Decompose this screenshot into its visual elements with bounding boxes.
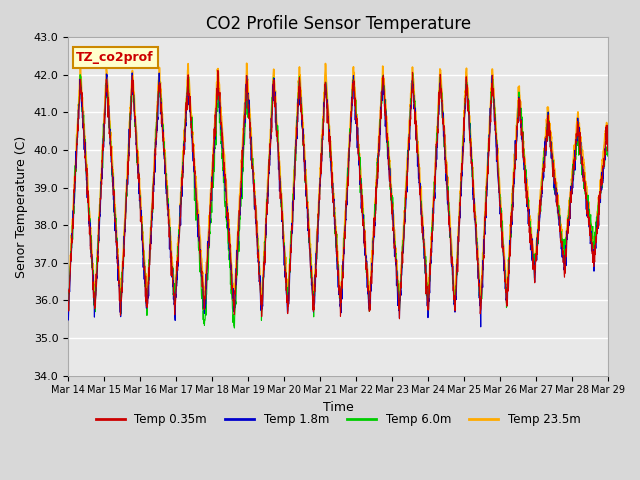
Temp 0.35m xyxy=(215,93,223,98)
Temp 23.5m xyxy=(366,292,374,298)
Temp 0.35m xyxy=(365,308,373,313)
Temp 6.0m xyxy=(215,104,223,109)
Text: TZ_co2prof: TZ_co2prof xyxy=(76,51,154,64)
Temp 0.35m xyxy=(557,230,564,236)
Temp 23.5m xyxy=(243,60,250,66)
Temp 1.8m xyxy=(477,324,484,330)
Temp 6.0m xyxy=(495,187,503,193)
Temp 0.35m xyxy=(214,68,222,73)
Y-axis label: Senor Temperature (C): Senor Temperature (C) xyxy=(15,135,28,277)
Line: Temp 1.8m: Temp 1.8m xyxy=(68,73,608,327)
Temp 1.8m xyxy=(129,70,136,76)
Legend: Temp 0.35m, Temp 1.8m, Temp 6.0m, Temp 23.5m: Temp 0.35m, Temp 1.8m, Temp 6.0m, Temp 2… xyxy=(91,408,586,431)
Temp 6.0m xyxy=(64,309,72,314)
Temp 23.5m xyxy=(604,128,612,134)
Temp 23.5m xyxy=(64,298,72,303)
Temp 0.35m xyxy=(604,141,612,146)
Temp 1.8m xyxy=(495,189,503,195)
Temp 23.5m xyxy=(572,133,580,139)
Temp 23.5m xyxy=(215,81,223,86)
Temp 1.8m xyxy=(64,306,72,312)
Temp 6.0m xyxy=(354,144,362,150)
Temp 23.5m xyxy=(200,302,208,308)
Temp 1.8m xyxy=(557,239,564,245)
Line: Temp 23.5m: Temp 23.5m xyxy=(68,63,608,305)
Temp 1.8m xyxy=(604,149,612,155)
Temp 0.35m xyxy=(354,132,362,138)
Temp 0.35m xyxy=(572,138,580,144)
Title: CO2 Profile Sensor Temperature: CO2 Profile Sensor Temperature xyxy=(205,15,470,33)
X-axis label: Time: Time xyxy=(323,401,353,414)
Temp 23.5m xyxy=(354,132,362,138)
Temp 1.8m xyxy=(572,146,580,152)
Temp 0.35m xyxy=(495,190,503,195)
Temp 0.35m xyxy=(64,301,72,307)
Line: Temp 6.0m: Temp 6.0m xyxy=(68,73,608,328)
Temp 0.35m xyxy=(396,316,403,322)
Temp 1.8m xyxy=(365,301,373,307)
Temp 6.0m xyxy=(230,325,238,331)
Temp 1.8m xyxy=(215,91,223,96)
Temp 23.5m xyxy=(495,175,503,181)
Temp 23.5m xyxy=(557,222,564,228)
Temp 6.0m xyxy=(365,309,373,314)
Temp 6.0m xyxy=(557,231,564,237)
Line: Temp 0.35m: Temp 0.35m xyxy=(68,71,608,319)
Temp 6.0m xyxy=(409,71,417,76)
Temp 1.8m xyxy=(354,125,362,131)
Temp 6.0m xyxy=(572,156,580,162)
Temp 6.0m xyxy=(604,154,612,159)
